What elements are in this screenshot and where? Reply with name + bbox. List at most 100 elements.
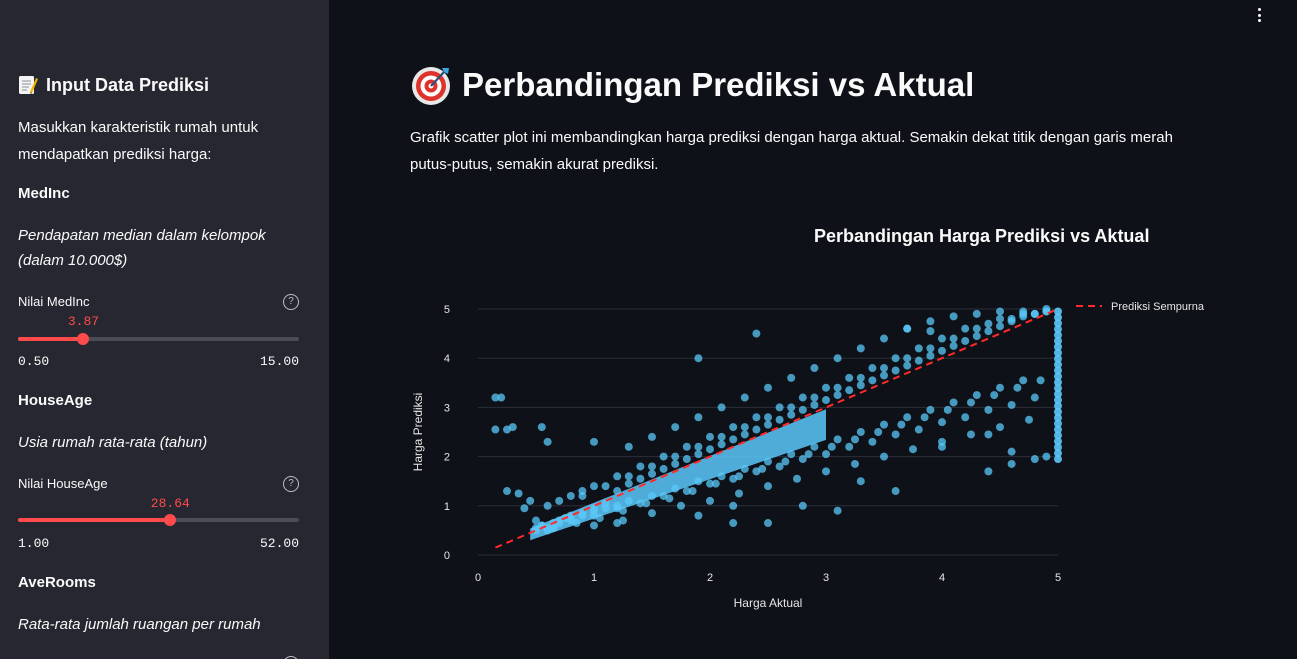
data-point: [729, 435, 738, 444]
data-point: [949, 398, 958, 407]
data-point: [810, 400, 819, 409]
data-point: [996, 383, 1004, 392]
data-point: [706, 445, 714, 454]
data-point: [880, 420, 888, 429]
feature-desc-medinc: Pendapatan median dalam kelompok (dalam …: [18, 227, 266, 269]
data-point: [729, 423, 738, 432]
data-point: [503, 487, 511, 496]
data-point: [1054, 401, 1062, 410]
data-point: [497, 393, 506, 402]
data-point: [659, 464, 668, 473]
data-point: [938, 442, 946, 451]
feature-desc-averooms: Rata-rata jumlah ruangan per rumah: [18, 616, 261, 633]
slider-label-houseage: Nilai HouseAge: [18, 476, 108, 491]
sidebar: Input Data Prediksi Masukkan karakterist…: [0, 0, 329, 659]
data-point: [856, 428, 865, 436]
data-point: [491, 425, 500, 434]
data-point: [1054, 372, 1062, 381]
slider-houseage[interactable]: [18, 514, 299, 526]
data-point: [798, 393, 807, 402]
y-tick-label: 4: [444, 353, 450, 365]
data-point: [949, 341, 958, 350]
feature-desc-houseage: Usia rumah rata-rata (tahun): [18, 434, 208, 451]
help-icon[interactable]: ?: [283, 294, 299, 310]
data-point: [752, 413, 761, 422]
help-icon[interactable]: ?: [283, 476, 299, 492]
data-point: [682, 487, 691, 496]
data-point: [613, 519, 622, 528]
data-point: [764, 420, 772, 429]
data-point: [729, 519, 738, 528]
data-point: [926, 327, 935, 336]
y-axis-title: Harga Prediksi: [411, 393, 425, 472]
page-title-text: Perbandingan Prediksi vs Aktual: [462, 66, 975, 103]
data-point: [1054, 348, 1062, 357]
data-point: [868, 437, 877, 446]
x-tick-label: 5: [1055, 572, 1061, 584]
data-point: [868, 364, 877, 373]
data-point: [1054, 455, 1062, 464]
data-point: [555, 496, 564, 505]
data-point: [1054, 331, 1062, 340]
data-point: [787, 373, 796, 382]
x-tick-label: 1: [591, 572, 597, 584]
data-point: [1054, 413, 1062, 422]
slider-thumb[interactable]: [164, 514, 177, 526]
data-point: [566, 491, 575, 500]
data-point: [793, 474, 801, 483]
data-point: [1007, 314, 1016, 323]
data-point: [648, 462, 656, 471]
data-point: [984, 430, 993, 439]
data-point: [764, 482, 772, 491]
data-point: [833, 435, 842, 444]
data-point: [665, 494, 674, 503]
data-point: [804, 450, 813, 459]
slider-thumb[interactable]: [77, 333, 90, 345]
data-point: [972, 309, 981, 318]
data-point: [984, 319, 993, 328]
data-point: [694, 354, 703, 363]
kebab-dot: [1257, 13, 1261, 17]
data-point: [891, 430, 900, 439]
data-point: [740, 423, 749, 432]
data-point: [636, 462, 645, 471]
data-point: [822, 396, 830, 405]
data-point: [856, 381, 865, 390]
data-point: [903, 324, 912, 333]
data-point: [682, 455, 691, 464]
data-point: [822, 383, 830, 392]
page-title: Perbandingan Prediksi vs Aktual: [410, 64, 974, 106]
data-point: [711, 479, 720, 488]
data-point: [914, 425, 923, 434]
data-point: [706, 496, 714, 505]
slider-fill: [18, 518, 171, 522]
data-point: [833, 383, 842, 392]
data-point: [949, 312, 958, 321]
data-point: [1042, 452, 1051, 461]
slider-label-medinc: Nilai MedInc: [18, 294, 90, 309]
data-point: [706, 479, 714, 488]
legend-label: Prediksi Sempurna: [1111, 301, 1205, 313]
data-point: [990, 391, 999, 400]
data-point: [798, 455, 807, 464]
data-point: [822, 450, 830, 459]
data-point: [682, 442, 691, 451]
data-point: [856, 477, 865, 486]
kebab-menu-icon: [1257, 8, 1261, 11]
data-point: [1054, 378, 1062, 387]
data-point: [717, 432, 726, 441]
data-point: [758, 464, 767, 473]
main-menu-button[interactable]: [1252, 6, 1266, 24]
data-point: [590, 482, 598, 491]
data-point: [1054, 325, 1062, 334]
data-point: [938, 418, 946, 427]
data-point: [775, 403, 784, 412]
slider-medinc[interactable]: [18, 333, 299, 345]
data-point: [1054, 431, 1062, 440]
data-point: [967, 398, 975, 407]
data-point: [735, 489, 743, 498]
x-axis-title: Harga Aktual: [734, 596, 803, 610]
data-point: [810, 442, 819, 451]
data-point: [1054, 396, 1062, 405]
data-point: [1054, 360, 1062, 369]
